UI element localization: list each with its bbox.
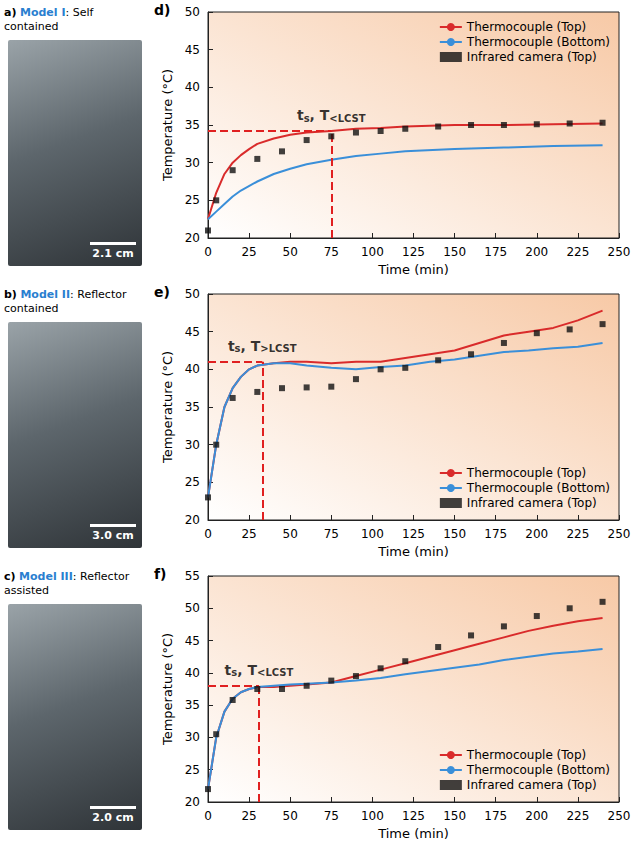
svg-text:50: 50	[283, 527, 298, 541]
svg-text:75: 75	[324, 809, 339, 823]
html-text:d): d)	[154, 2, 171, 18]
svg-text:<LCST: <LCST	[329, 113, 365, 124]
html-text:f): f)	[154, 566, 167, 582]
svg-text:150: 150	[443, 245, 466, 259]
svg-text:200: 200	[525, 245, 548, 259]
svg-text:Thermocouple (Bottom): Thermocouple (Bottom)	[466, 763, 610, 777]
svg-text:225: 225	[566, 245, 589, 259]
svg-text:25: 25	[241, 527, 256, 541]
svg-text:100: 100	[361, 527, 384, 541]
svg-text:Time (min): Time (min)	[377, 262, 449, 277]
svg-text:100: 100	[361, 245, 384, 259]
svg-text:Infrared camera (Top): Infrared camera (Top)	[467, 496, 597, 510]
svg-text:Thermocouple (Bottom): Thermocouple (Bottom)	[466, 35, 610, 49]
svg-text:45: 45	[185, 43, 200, 57]
svg-text:20: 20	[185, 513, 200, 527]
svg-text:35: 35	[185, 698, 200, 712]
html-text:a) Model I: Self contained: a) Model I: Self contained	[4, 6, 94, 33]
svg-text:35: 35	[185, 400, 200, 414]
svg-text:125: 125	[402, 809, 425, 823]
svg-text:Thermocouple (Top): Thermocouple (Top)	[466, 466, 586, 480]
svg-text:40: 40	[185, 80, 200, 94]
html-text:ts: ts	[224, 661, 238, 679]
svg-text:Time (min): Time (min)	[377, 544, 449, 559]
svg-text:Temperature (°C): Temperature (°C)	[160, 351, 175, 464]
svg-text:0: 0	[204, 527, 212, 541]
svg-text:50: 50	[185, 5, 200, 19]
html-text:c) Model III: Reflector assist: c) Model III: Reflector assisted	[4, 570, 130, 597]
svg-text:55: 55	[185, 569, 200, 583]
svg-text:200: 200	[525, 527, 548, 541]
svg-text:250: 250	[608, 527, 631, 541]
svg-text:175: 175	[484, 527, 507, 541]
svg-text:, T: , T	[237, 662, 257, 678]
svg-text:35: 35	[185, 118, 200, 132]
svg-text:25: 25	[241, 245, 256, 259]
svg-text:Thermocouple (Top): Thermocouple (Top)	[466, 748, 586, 762]
html-text:ts: ts	[227, 337, 241, 355]
svg-text:, T: , T	[241, 338, 261, 354]
svg-text:50: 50	[185, 287, 200, 301]
svg-text:Infrared camera (Top): Infrared camera (Top)	[467, 778, 597, 792]
svg-text:75: 75	[324, 245, 339, 259]
html-text:ts: ts	[297, 107, 310, 124]
svg-text:250: 250	[608, 809, 631, 823]
svg-text:175: 175	[484, 809, 507, 823]
html-text:e): e)	[154, 284, 170, 300]
svg-text:45: 45	[185, 634, 200, 648]
svg-text:150: 150	[443, 527, 466, 541]
svg-text:0: 0	[204, 245, 212, 259]
svg-text:45: 45	[185, 325, 200, 339]
svg-text:25: 25	[185, 475, 200, 489]
svg-text:Time (min): Time (min)	[377, 826, 449, 841]
svg-text:25: 25	[185, 763, 200, 777]
svg-text:Temperature (°C): Temperature (°C)	[160, 69, 175, 182]
svg-text:, T: , T	[310, 107, 330, 123]
svg-text:150: 150	[443, 809, 466, 823]
svg-text:30: 30	[185, 156, 200, 170]
svg-text:50: 50	[283, 245, 298, 259]
svg-text:100: 100	[361, 809, 384, 823]
svg-text:>LCST: >LCST	[260, 343, 296, 354]
svg-text:125: 125	[402, 245, 425, 259]
svg-text:175: 175	[484, 245, 507, 259]
svg-text:75: 75	[324, 527, 339, 541]
svg-text:40: 40	[185, 666, 200, 680]
svg-text:20: 20	[185, 231, 200, 245]
svg-text:25: 25	[241, 809, 256, 823]
svg-text:200: 200	[525, 809, 548, 823]
svg-text:225: 225	[566, 527, 589, 541]
svg-text:225: 225	[566, 809, 589, 823]
svg-text:Temperature (°C): Temperature (°C)	[160, 633, 175, 746]
svg-text:Infrared camera (Top): Infrared camera (Top)	[467, 50, 597, 64]
svg-text:Thermocouple (Top): Thermocouple (Top)	[466, 20, 586, 34]
svg-text:25: 25	[185, 193, 200, 207]
html-text:3.0 cm: 3.0 cm	[92, 529, 134, 542]
svg-text:30: 30	[185, 730, 200, 744]
svg-text:30: 30	[185, 438, 200, 452]
svg-text:0: 0	[204, 809, 212, 823]
svg-text:20: 20	[185, 795, 200, 809]
svg-text:125: 125	[402, 527, 425, 541]
svg-text:250: 250	[608, 245, 631, 259]
html-text:2.0 cm: 2.0 cm	[92, 811, 134, 824]
svg-text:40: 40	[185, 362, 200, 376]
html-text:2.1 cm: 2.1 cm	[92, 247, 134, 260]
svg-text:<LCST: <LCST	[257, 667, 293, 678]
svg-text:50: 50	[283, 809, 298, 823]
svg-text:Thermocouple (Bottom): Thermocouple (Bottom)	[466, 481, 610, 495]
svg-text:50: 50	[185, 601, 200, 615]
html-text:b) Model II: Reflector contain: b) Model II: Reflector contained	[4, 288, 127, 315]
